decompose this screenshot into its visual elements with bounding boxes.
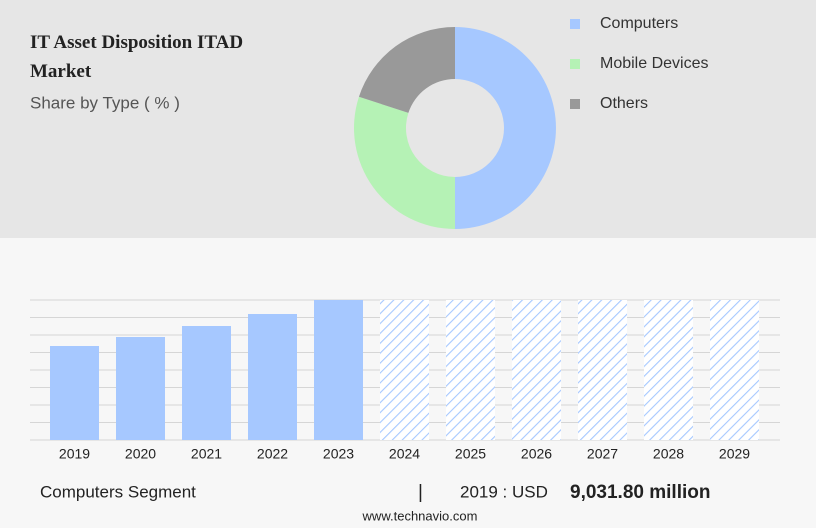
bar [248, 314, 297, 440]
donut-slice [358, 27, 455, 113]
legend-label: Others [600, 95, 648, 112]
x-tick-label: 2023 [323, 446, 354, 462]
donut-slice [353, 96, 455, 230]
legend-swatch [570, 99, 580, 109]
separator: | [418, 482, 423, 503]
legend-swatch [570, 19, 580, 29]
donut-slice [455, 27, 556, 229]
x-tick-label: 2027 [587, 446, 618, 462]
forecast-placeholder [710, 300, 759, 440]
x-tick-label: 2022 [257, 446, 288, 462]
x-tick-label: 2029 [719, 446, 750, 462]
legend-label: Mobile Devices [600, 55, 708, 72]
x-tick-label: 2025 [455, 446, 486, 462]
forecast-placeholder [446, 300, 495, 440]
year-unit: 2019 : USD [460, 482, 548, 501]
bar [50, 346, 99, 440]
x-tick-label: 2024 [389, 446, 420, 462]
x-tick-label: 2020 [125, 446, 156, 462]
forecast-placeholder [578, 300, 627, 440]
website: www.technavio.com [362, 508, 478, 523]
forecast-placeholder [644, 300, 693, 440]
bar [182, 326, 231, 440]
segment-label: Computers Segment [40, 482, 196, 501]
x-tick-label: 2021 [191, 446, 222, 462]
x-tick-label: 2026 [521, 446, 552, 462]
chart-subtitle: Share by Type ( % ) [30, 93, 180, 112]
x-tick-label: 2028 [653, 446, 684, 462]
chart-title: IT Asset Disposition ITAD Market [30, 32, 243, 82]
forecast-placeholder [512, 300, 561, 440]
legend-label: Computers [600, 15, 678, 32]
forecast-placeholder [380, 300, 429, 440]
x-tick-label: 2019 [59, 446, 90, 462]
legend-swatch [570, 59, 580, 69]
bar [314, 300, 363, 440]
segment-value: 9,031.80 million [570, 482, 710, 503]
bar [116, 337, 165, 440]
